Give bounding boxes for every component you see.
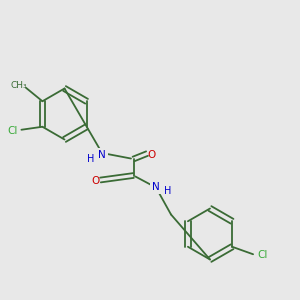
Text: N: N bbox=[98, 150, 106, 160]
Text: H: H bbox=[164, 186, 171, 196]
Text: CH₃: CH₃ bbox=[10, 81, 27, 90]
Text: O: O bbox=[92, 176, 100, 186]
Text: H: H bbox=[87, 154, 94, 164]
Text: N: N bbox=[152, 182, 160, 192]
Text: Cl: Cl bbox=[7, 126, 18, 136]
Text: Cl: Cl bbox=[257, 250, 267, 260]
Text: O: O bbox=[148, 150, 156, 160]
